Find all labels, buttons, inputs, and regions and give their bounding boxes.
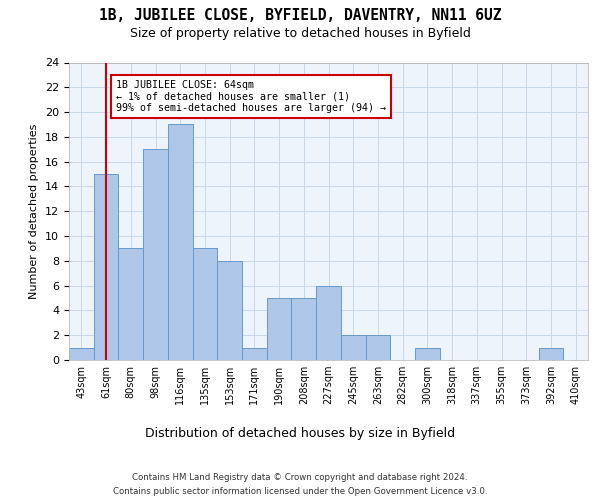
Bar <box>316 286 341 360</box>
Bar <box>539 348 563 360</box>
Text: Contains public sector information licensed under the Open Government Licence v3: Contains public sector information licen… <box>113 488 487 496</box>
Y-axis label: Number of detached properties: Number of detached properties <box>29 124 40 299</box>
Text: Size of property relative to detached houses in Byfield: Size of property relative to detached ho… <box>130 28 470 40</box>
Text: 1B, JUBILEE CLOSE, BYFIELD, DAVENTRY, NN11 6UZ: 1B, JUBILEE CLOSE, BYFIELD, DAVENTRY, NN… <box>99 8 501 22</box>
Bar <box>341 335 365 360</box>
Bar <box>168 124 193 360</box>
Bar <box>143 150 168 360</box>
Text: Contains HM Land Registry data © Crown copyright and database right 2024.: Contains HM Land Registry data © Crown c… <box>132 472 468 482</box>
Bar <box>193 248 217 360</box>
Bar <box>365 335 390 360</box>
Bar <box>242 348 267 360</box>
Bar <box>69 348 94 360</box>
Bar <box>292 298 316 360</box>
Bar <box>415 348 440 360</box>
Bar <box>94 174 118 360</box>
Bar <box>118 248 143 360</box>
Bar <box>267 298 292 360</box>
Text: 1B JUBILEE CLOSE: 64sqm
← 1% of detached houses are smaller (1)
99% of semi-deta: 1B JUBILEE CLOSE: 64sqm ← 1% of detached… <box>116 80 386 113</box>
Bar <box>217 261 242 360</box>
Text: Distribution of detached houses by size in Byfield: Distribution of detached houses by size … <box>145 428 455 440</box>
